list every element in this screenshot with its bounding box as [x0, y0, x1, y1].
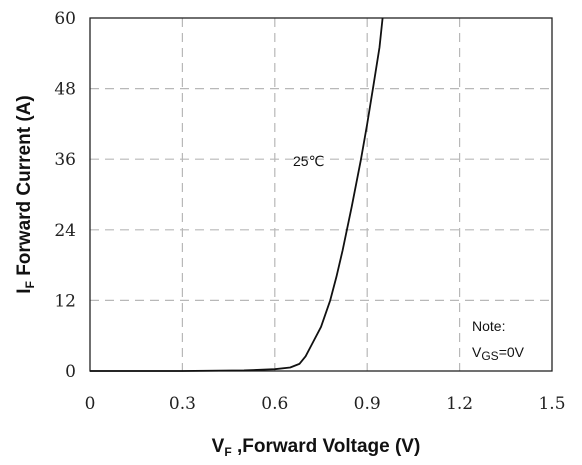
note-box: Note: VGS=0V: [472, 318, 525, 363]
y-axis-title-sub: F: [23, 281, 37, 288]
x-tick-label: 0: [85, 394, 96, 414]
x-axis-title: VF ,Forward Voltage (V): [212, 436, 421, 459]
x-tick-label: 0.3: [169, 394, 196, 414]
y-axis-title: IF Forward Current (A): [14, 95, 37, 293]
y-tick-label: 12: [54, 291, 76, 311]
x-tick-label: 1.5: [538, 394, 565, 414]
y-tick-label: 24: [54, 221, 76, 241]
y-tick-labels: 0 12 24 36 48 60: [54, 9, 76, 382]
x-axis-title-sub: F: [224, 445, 231, 459]
y-tick-label: 0: [65, 362, 76, 382]
x-tick-label: 0.6: [261, 394, 288, 414]
y-tick-label: 48: [54, 80, 76, 100]
x-tick-label: 1.2: [446, 394, 473, 414]
y-tick-label: 36: [54, 150, 76, 170]
plot-frame: [89, 17, 553, 372]
series-lines: [90, 17, 384, 372]
x-tick-label: 0.9: [354, 394, 381, 414]
y-axis-title-main: I: [14, 288, 35, 293]
x-tick-labels: 0 0.3 0.6 0.9 1.2 1.5: [85, 394, 566, 414]
note-vgs-rest: =0V: [499, 344, 525, 360]
series-label-25c: 25℃: [293, 153, 324, 169]
note-vgs-main: V: [472, 344, 482, 360]
grid-lines: [90, 18, 552, 371]
note-line-2: VGS=0V: [472, 344, 525, 363]
note-vgs-sub: GS: [481, 349, 498, 363]
note-line-1: Note:: [472, 318, 505, 334]
y-tick-label: 60: [54, 9, 76, 29]
x-axis-title-main: V: [212, 436, 225, 457]
y-axis-title-rest: Forward Current (A): [14, 95, 35, 281]
x-axis-title-rest: ,Forward Voltage (V): [232, 436, 421, 457]
series-line: [90, 17, 384, 372]
